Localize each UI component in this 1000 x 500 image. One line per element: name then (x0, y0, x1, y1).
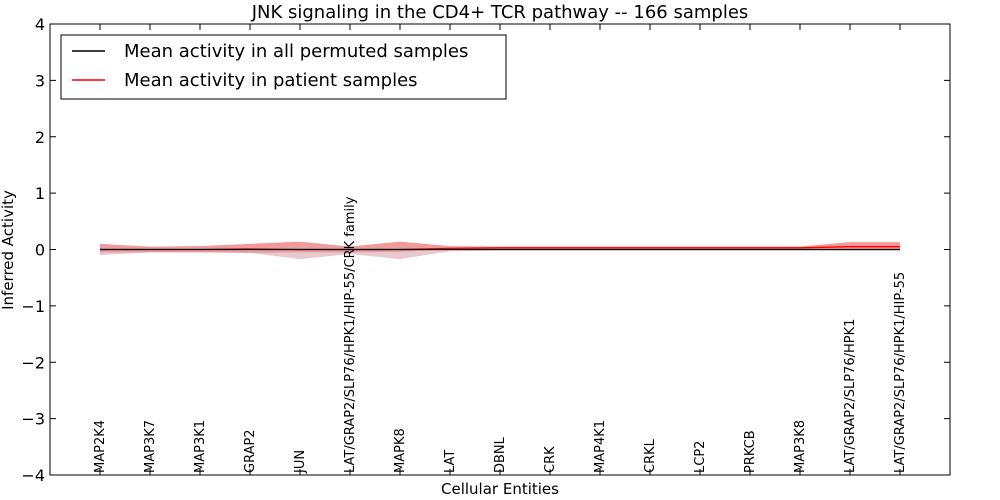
category-label: GRAP2 (243, 429, 258, 473)
category-label: DBNL (493, 436, 508, 473)
category-label: MAP3K8 (793, 420, 808, 473)
category-label: JUN (293, 450, 308, 474)
y-tick-label: 2 (35, 128, 45, 147)
category-label: LAT/GRAP2/SLP76/HPK1/HIP-55/CRK family (343, 196, 358, 473)
y-tick-label: −4 (21, 466, 45, 485)
category-label: MAPK8 (393, 428, 408, 473)
legend-label-patient: Mean activity in patient samples (124, 70, 418, 91)
legend-label-permuted: Mean activity in all permuted samples (124, 41, 468, 62)
plot-frame (49, 23, 951, 476)
x-axis-label: Cellular Entities (441, 480, 559, 498)
y-tick-label: −3 (21, 410, 45, 429)
y-tick-label: 0 (35, 241, 45, 260)
y-tick-label: 1 (35, 184, 45, 203)
legend: Mean activity in all permuted samples Me… (60, 34, 507, 100)
category-label: LAT/GRAP2/SLP76/HPK1/HIP-55 (893, 272, 908, 473)
y-tick-label: 3 (35, 71, 45, 90)
legend-box (60, 34, 507, 100)
tick-layer: −4 −3 −2 −1 0 1 2 3 4 (21, 15, 950, 485)
y-tick-label: 4 (35, 15, 45, 34)
category-label: MAP3K1 (193, 420, 208, 473)
category-layer: MAP2K4 MAP3K7 MAP3K1 GRAP2 JUN LAT/GRAP2/SLP7… (93, 196, 908, 474)
category-label: MAP2K4 (93, 420, 108, 473)
category-label: LAT/GRAP2/SLP76/HPK1 (843, 319, 858, 473)
category-label: MAP3K7 (143, 420, 158, 473)
category-label: PRKCB (743, 430, 758, 473)
category-label: LAT (443, 450, 458, 473)
category-label: CRK (543, 446, 558, 473)
y-tick-label: −2 (21, 353, 45, 372)
category-label: MAP4K1 (593, 420, 608, 473)
line-layer (100, 246, 900, 251)
chart-title: JNK signaling in the CD4+ TCR pathway --… (251, 2, 749, 23)
y-tick-label: −1 (21, 297, 45, 316)
y-axis-label: Inferred Activity (0, 190, 17, 310)
band-layer (100, 241, 900, 260)
category-label: CRKL (643, 438, 658, 473)
category-label: LCP2 (693, 441, 708, 473)
